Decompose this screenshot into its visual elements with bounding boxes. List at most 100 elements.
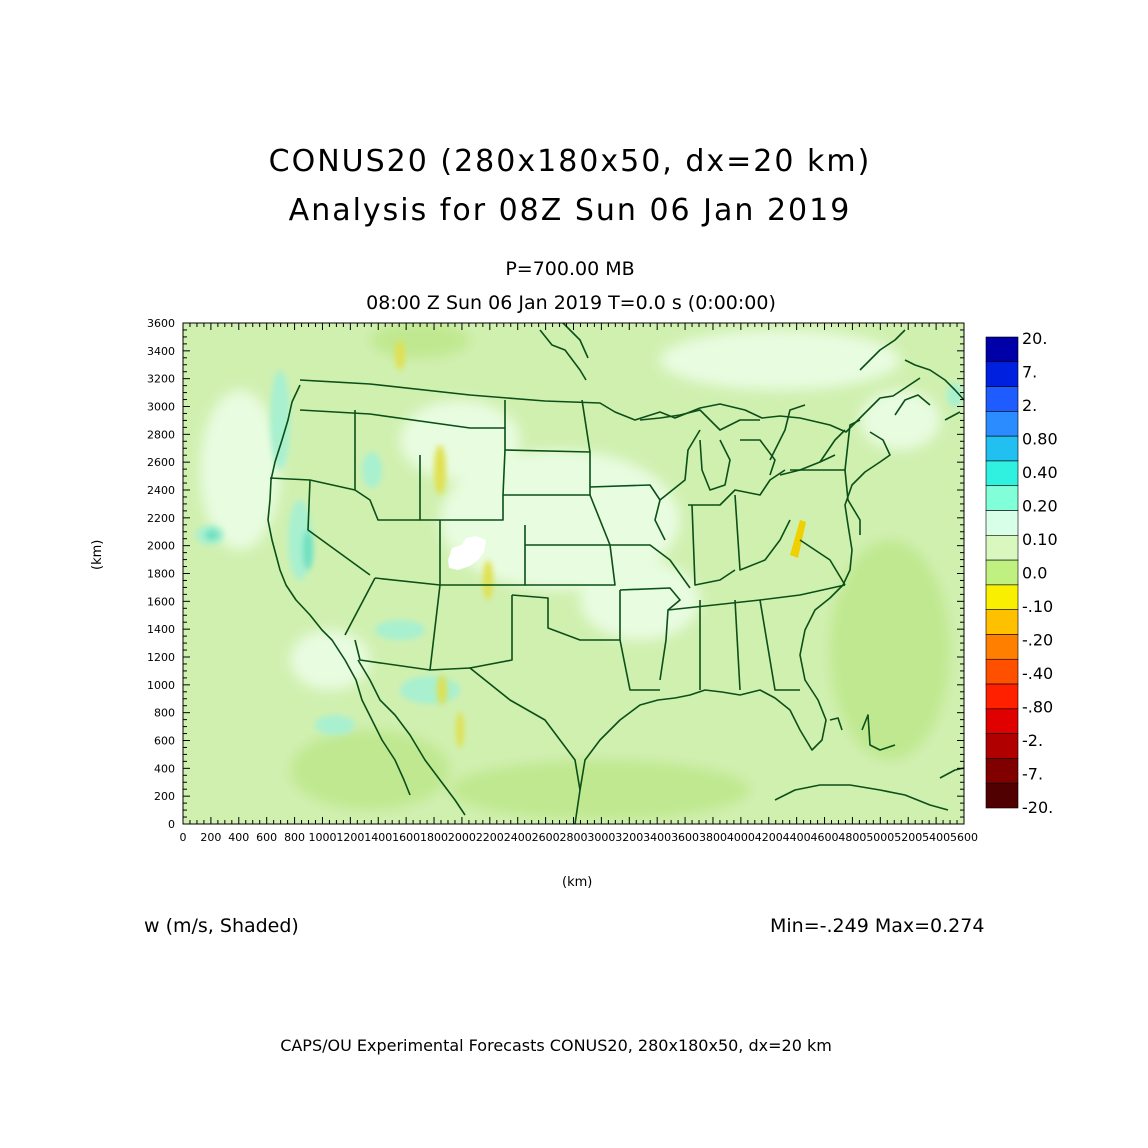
- colorbar-swatch: [985, 460, 1019, 487]
- colorbar-swatch: [985, 758, 1019, 784]
- x-tick-label: 1000: [308, 831, 336, 844]
- colorbar-label: 0.20: [1022, 497, 1058, 516]
- x-tick-label: 0: [180, 831, 187, 844]
- colorbar-swatch: [985, 683, 1019, 710]
- axis-ticks: [182, 322, 965, 825]
- colorbar-swatch: [985, 485, 1019, 511]
- y-tick-label: 0: [168, 818, 175, 831]
- colorbar-swatch: [985, 535, 1019, 561]
- x-tick-labels: 0 200 400 600 800 1000 1200 1400 1600 1800 2000 220…: [180, 831, 979, 844]
- colorbar-swatch: [985, 634, 1019, 660]
- colorbar-swatch: [985, 782, 1019, 809]
- y-tick-label: 2600: [147, 456, 175, 469]
- x-tick-label: 1800: [420, 831, 448, 844]
- x-tick-label: 4800: [838, 831, 866, 844]
- colorbar-label: 0.10: [1022, 530, 1058, 549]
- x-tick-label: 2600: [532, 831, 560, 844]
- x-tick-label: 800: [284, 831, 305, 844]
- colorbar-swatch: [985, 435, 1019, 462]
- colorbar-label: -2.: [1022, 731, 1043, 750]
- y-tick-label: 200: [154, 790, 175, 803]
- colorbar-label: -.10: [1022, 597, 1053, 616]
- x-tick-label: 5400: [922, 831, 950, 844]
- x-tick-label: 5000: [866, 831, 894, 844]
- y-tick-label: 1200: [147, 651, 175, 664]
- field-strong-negative: [790, 520, 806, 558]
- x-tick-label: 3800: [699, 831, 727, 844]
- pressure-level: P=700.00 MB: [505, 258, 635, 280]
- colorbar-label: 7.: [1022, 363, 1037, 382]
- state-boundaries: [267, 323, 964, 824]
- x-tick-label: 2400: [504, 831, 532, 844]
- colorbar-label: 0.80: [1022, 430, 1058, 449]
- field-light-regions: [200, 330, 940, 690]
- colorbar-swatch: [985, 559, 1019, 586]
- y-tick-label: 1400: [147, 623, 175, 636]
- y-tick-label: 3400: [147, 345, 175, 358]
- plot-subtitle: Analysis for 08Z Sun 06 Jan 2019: [288, 193, 852, 228]
- x-tick-label: 4000: [727, 831, 755, 844]
- x-tick-label: 3400: [643, 831, 671, 844]
- y-tick-label: 1600: [147, 595, 175, 608]
- colorbar-label: -.40: [1022, 664, 1053, 683]
- colorbar-label: -.20: [1022, 631, 1053, 650]
- colorbar-label: -7.: [1022, 765, 1043, 784]
- colorbar-swatch: [985, 609, 1019, 635]
- x-axis-label: (km): [562, 875, 593, 890]
- y-tick-label: 600: [154, 735, 175, 748]
- y-tick-label: 3600: [147, 317, 175, 330]
- shaded-field: [183, 323, 964, 824]
- colorbar-swatch: [985, 386, 1019, 412]
- colorbar-swatch: [985, 733, 1019, 759]
- x-tick-label: 3200: [615, 831, 643, 844]
- field-stronger-positive: [205, 530, 313, 570]
- x-tick-label: 2200: [476, 831, 504, 844]
- footer-credit: CAPS/OU Experimental Forecasts CONUS20, …: [280, 1036, 832, 1055]
- x-tick-label: 4200: [755, 831, 783, 844]
- colorbar-label: 20.: [1022, 329, 1047, 348]
- y-tick-label: 2000: [147, 540, 175, 553]
- x-tick-label: 400: [228, 831, 249, 844]
- x-tick-label: 200: [200, 831, 221, 844]
- x-tick-label: 5600: [950, 831, 978, 844]
- y-tick-label: 3200: [147, 373, 175, 386]
- colorbar-swatch: [985, 658, 1019, 685]
- x-tick-label: 2800: [560, 831, 588, 844]
- colorbar-swatch: [985, 361, 1019, 387]
- colorbar-swatch: [985, 584, 1019, 610]
- y-tick-labels: 0 200 400 600 800 1000 1200 1400 1600 1800 2000 220…: [147, 317, 175, 831]
- y-tick-label: 2400: [147, 484, 175, 497]
- y-tick-label: 2200: [147, 512, 175, 525]
- x-tick-label: 3000: [587, 831, 615, 844]
- y-tick-label: 400: [154, 762, 175, 775]
- x-tick-label: 4600: [811, 831, 839, 844]
- x-tick-label: 3600: [671, 831, 699, 844]
- colorbar-label: -20.: [1022, 798, 1053, 817]
- x-tick-label: 1200: [336, 831, 364, 844]
- y-tick-label: 1000: [147, 679, 175, 692]
- y-tick-label: 800: [154, 707, 175, 720]
- x-tick-label: 1600: [392, 831, 420, 844]
- colorbar-swatch: [985, 708, 1019, 734]
- colorbar-label: -.80: [1022, 698, 1053, 717]
- colorbar-swatch: [985, 411, 1019, 437]
- colorbar-label: 0.40: [1022, 463, 1058, 482]
- x-tick-label: 5200: [894, 831, 922, 844]
- y-tick-label: 3000: [147, 401, 175, 414]
- valid-time: 08:00 Z Sun 06 Jan 2019 T=0.0 s (0:00:00…: [366, 292, 776, 314]
- colorbar-label: 2.: [1022, 396, 1037, 415]
- colorbar-label: 0.0: [1022, 564, 1047, 583]
- colorbar-swatch: [985, 336, 1019, 363]
- colorbar-labels: 20. 7. 2. 0.80 0.40 0.20 0.10 0.0 -.10 -.20 -.40 -.…: [1022, 329, 1058, 817]
- field-negative: [395, 340, 493, 748]
- min-max-label: Min=-.249 Max=0.274: [770, 915, 985, 937]
- field-slight-negative: [290, 323, 950, 820]
- y-tick-label: 2800: [147, 428, 175, 441]
- undefined-region: [448, 536, 486, 570]
- colorbar: [985, 336, 1019, 809]
- x-tick-label: 4400: [783, 831, 811, 844]
- colorbar-swatch: [985, 510, 1019, 536]
- x-tick-label: 600: [256, 831, 277, 844]
- y-tick-label: 1800: [147, 568, 175, 581]
